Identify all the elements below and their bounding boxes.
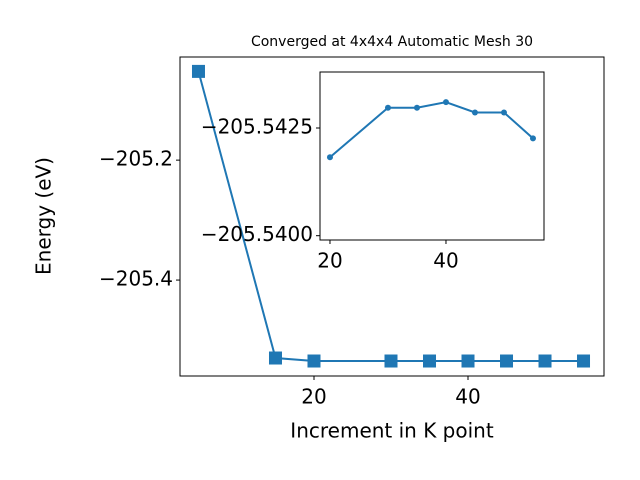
- data-point: [384, 354, 398, 368]
- data-point: [529, 135, 536, 142]
- x-tick-label: 40: [455, 385, 480, 409]
- data-point: [423, 354, 437, 368]
- y-tick-label: −205.4: [99, 267, 173, 291]
- x-axis-label: Increment in K point: [290, 419, 494, 443]
- y-tick-label: −205.2: [99, 147, 173, 171]
- y-axis-label: Energy (eV): [32, 157, 56, 275]
- data-point: [384, 104, 391, 111]
- plot-area: [319, 71, 545, 241]
- data-point: [500, 109, 507, 116]
- data-point: [577, 354, 591, 368]
- y-tick-label: −205.5425: [201, 115, 313, 139]
- x-tick-label: 20: [301, 385, 326, 409]
- data-point: [442, 99, 449, 106]
- data-point: [538, 354, 552, 368]
- data-point: [461, 354, 475, 368]
- x-tick-label: 20: [317, 249, 342, 273]
- data-point: [471, 109, 478, 116]
- x-tick-label: 40: [433, 249, 458, 273]
- data-point: [326, 154, 333, 161]
- data-point: [413, 104, 420, 111]
- data-point: [500, 354, 514, 368]
- y-tick-label: −205.5400: [201, 222, 313, 246]
- data-point: [191, 64, 205, 78]
- data-point: [307, 354, 321, 368]
- chart-title: Converged at 4x4x4 Automatic Mesh 30: [251, 34, 533, 50]
- data-point: [268, 351, 282, 365]
